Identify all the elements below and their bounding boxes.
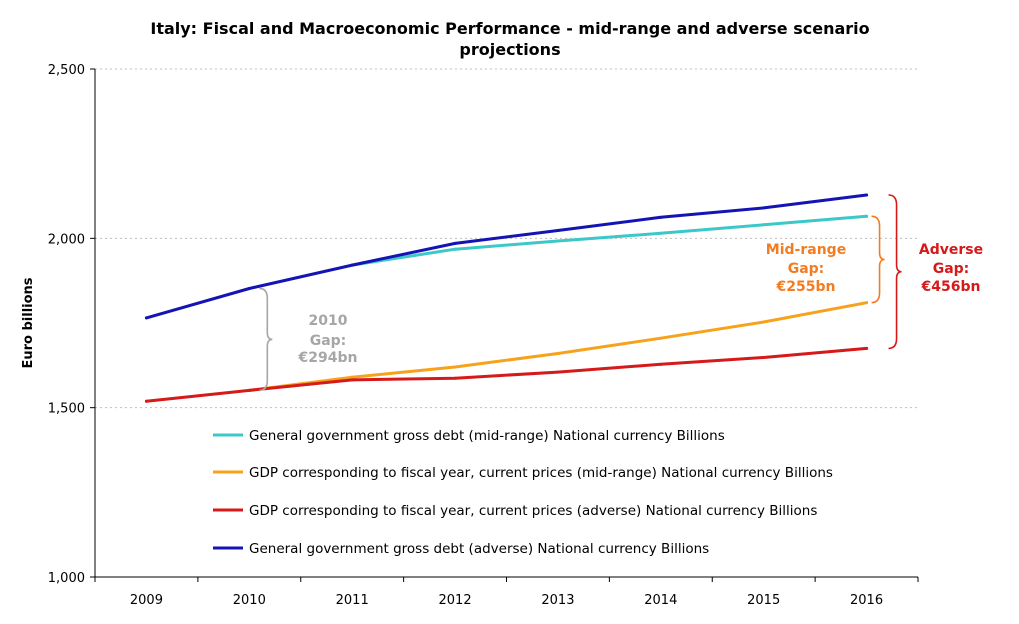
x-tick-label: 2013 [541, 593, 574, 608]
data-point [556, 351, 560, 355]
data-point [762, 223, 766, 227]
data-point [865, 346, 869, 350]
series-line-1 [350, 214, 869, 267]
x-tick-label: 2011 [336, 593, 369, 608]
data-point [556, 370, 560, 374]
data-point [556, 239, 560, 243]
data-point [659, 215, 663, 219]
legend: General government gross debt (mid-range… [213, 428, 833, 557]
x-tick-label: 2009 [130, 593, 163, 608]
gap-label-2-line-3: €255bn [776, 279, 836, 295]
data-point [247, 286, 251, 290]
y-tick-label: 1,500 [48, 402, 85, 417]
gap-label-1-line-3: €294bn [298, 350, 358, 366]
gap-label-3-line-1: Adverse [919, 242, 983, 258]
legend-label-4: General government gross debt (adverse) … [249, 541, 709, 557]
data-point [350, 263, 354, 267]
gap-label-3-line-3: €456bn [921, 279, 981, 295]
legend-label-1: General government gross debt (mid-range… [249, 428, 725, 444]
series-line-4 [144, 193, 869, 320]
data-point [247, 388, 251, 392]
data-point [350, 378, 354, 382]
data-point [659, 336, 663, 340]
chart-title-line-1: Italy: Fiscal and Macroeconomic Performa… [150, 19, 869, 38]
y-tick-label: 1,000 [48, 571, 85, 586]
gap-brace-2 [871, 215, 885, 304]
x-axis-ticks: 2009 2010 2011 2012 2013 2014 2015 2016 [94, 577, 919, 608]
x-tick-label: 2012 [439, 593, 472, 608]
gap-brace-1 [259, 287, 273, 392]
series-line-3 [144, 346, 869, 403]
data-point [762, 320, 766, 324]
chart-title-line-2: projections [459, 40, 560, 59]
legend-label-2: GDP corresponding to fiscal year, curren… [249, 465, 833, 481]
x-tick-label: 2016 [850, 593, 883, 608]
data-point [453, 247, 457, 251]
y-axis-ticks: 1,000 1,500 2,000 2,500 [48, 63, 95, 586]
gap-label-1-line-2: Gap: [310, 333, 347, 349]
data-point [144, 399, 148, 403]
x-tick-label: 2010 [233, 593, 266, 608]
data-point [865, 193, 869, 197]
data-point [350, 375, 354, 379]
y-tick-label: 2,000 [48, 232, 85, 247]
data-point [453, 365, 457, 369]
data-point [453, 241, 457, 245]
y-axis-title: Euro billions [21, 277, 36, 368]
gap-label-2-line-1: Mid-range [766, 242, 846, 258]
gap-label-2-line-2: Gap: [788, 261, 825, 277]
gap-label-3-line-2: Gap: [933, 261, 970, 277]
gap-label-1-line-1: 2010 [309, 313, 348, 329]
data-point [762, 206, 766, 210]
legend-label-3: GDP corresponding to fiscal year, curren… [249, 503, 817, 519]
axes [94, 69, 918, 578]
data-point [144, 316, 148, 320]
x-tick-label: 2015 [747, 593, 780, 608]
chart-title: Italy: Fiscal and Macroeconomic Performa… [150, 19, 869, 59]
data-point [453, 376, 457, 380]
y-tick-label: 2,500 [48, 63, 85, 78]
data-point [556, 229, 560, 233]
data-point [659, 362, 663, 366]
gap-brace-3 [888, 194, 902, 350]
data-point [865, 301, 869, 305]
series-lines [144, 193, 869, 403]
data-point [762, 356, 766, 360]
x-tick-label: 2014 [644, 593, 677, 608]
data-point [659, 231, 663, 235]
data-point [865, 214, 869, 218]
gap-annotations: 2010Gap:€294bnMid-rangeGap:€255bnAdverse… [259, 194, 983, 392]
